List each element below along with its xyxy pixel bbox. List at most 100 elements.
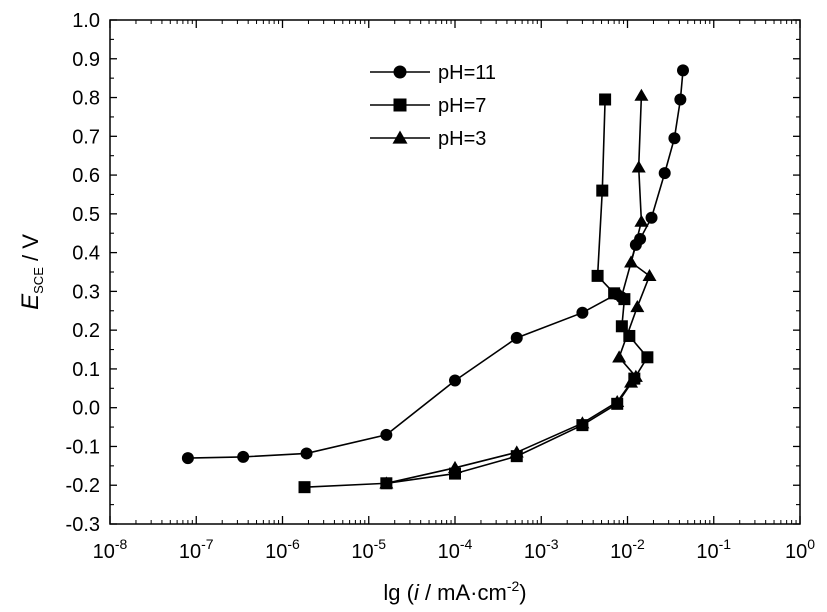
x-tick-label: 10-3 <box>524 536 559 563</box>
x-tick-base: 10 <box>265 541 287 563</box>
data-point-circle <box>645 211 658 224</box>
y-tick-label: 0.9 <box>72 49 100 71</box>
y-tick-label: 0.4 <box>72 243 100 265</box>
x-axis-title-suffix: ) <box>519 580 526 605</box>
y-axis-title-unit: / V <box>18 234 43 267</box>
x-axis-title-exponent: -2 <box>507 578 520 594</box>
legend-label: pH=3 <box>438 128 486 150</box>
x-tick-exponent: -8 <box>115 536 128 552</box>
y-tick-label: 0.8 <box>72 88 100 110</box>
data-point-circle <box>449 374 461 387</box>
legend-entry: pH=11 <box>370 62 496 84</box>
data-point-square <box>641 351 654 364</box>
y-axis-title-variable: E <box>17 293 44 310</box>
data-point-circle <box>380 428 393 441</box>
axes-layer: -0.3 -0.2 -0.1 0.0 0.1 0.2 0.3 0.4 0.5 0.6 0.7 0.8 0… <box>17 10 815 605</box>
data-point-triangle <box>631 160 646 173</box>
x-tick-exponent: -5 <box>374 536 387 552</box>
x-tick-label: 10-2 <box>610 536 645 563</box>
series-line <box>386 95 651 485</box>
legend-marker-circle <box>393 65 407 79</box>
x-tick-label: 100 <box>785 536 815 563</box>
data-point-circle <box>674 93 687 106</box>
data-point-square <box>298 481 311 494</box>
data-point-triangle <box>630 299 645 313</box>
y-axis-title-subscript: SCE <box>31 267 46 294</box>
x-axis-title-variable: i <box>414 580 420 605</box>
x-tick-exponent: -3 <box>546 536 559 552</box>
x-tick-exponent: -4 <box>460 536 473 552</box>
legend: pH=11 pH=7 pH=3 <box>370 62 496 150</box>
x-axis-title-unit: / mA·cm <box>419 580 507 605</box>
data-point-square <box>591 269 604 282</box>
x-axis-title: lg (i / mA·cm-2) <box>383 578 526 605</box>
data-point-circle <box>658 167 671 180</box>
plot-layer <box>181 64 689 494</box>
y-tick-label: 0.7 <box>72 126 100 148</box>
x-tick-base: 10 <box>785 541 807 563</box>
legend-entry: pH=3 <box>370 128 486 150</box>
x-tick-exponent: -1 <box>719 536 732 552</box>
x-tick-label: 10-5 <box>351 536 386 563</box>
y-tick-label: 0.1 <box>72 359 100 381</box>
y-tick-label: 0.5 <box>72 204 100 226</box>
legend-marker-square <box>393 98 407 112</box>
data-point-circle <box>300 447 313 460</box>
x-tick-base: 10 <box>610 541 632 563</box>
data-point-triangle <box>612 350 627 363</box>
data-point-circle <box>668 132 681 145</box>
data-point-triangle <box>642 268 657 282</box>
x-tick-exponent: -2 <box>632 536 645 552</box>
data-point-circle <box>510 331 523 344</box>
x-tick-exponent: 0 <box>807 536 815 552</box>
x-tick-label: 10-6 <box>265 536 300 563</box>
data-point-triangle <box>624 255 639 268</box>
legend-entry: pH=7 <box>370 95 486 117</box>
y-tick-label: 0.2 <box>72 320 100 342</box>
x-tick-base: 10 <box>93 541 115 563</box>
x-tick-label: 10-7 <box>179 536 214 563</box>
legend-label: pH=11 <box>438 62 496 84</box>
data-point-triangle <box>610 394 625 408</box>
x-tick-label: 10-1 <box>696 536 731 563</box>
y-tick-label: 0.6 <box>72 165 100 187</box>
data-point-circle <box>181 452 194 465</box>
y-tick-label: -0.3 <box>66 514 100 536</box>
legend-label: pH=7 <box>438 95 486 117</box>
y-tick-label: -0.1 <box>66 436 100 458</box>
data-point-triangle <box>575 416 590 429</box>
series-triangle <box>379 88 657 489</box>
data-point-circle <box>237 450 250 463</box>
x-tick-exponent: -6 <box>287 536 300 552</box>
data-point-triangle <box>634 88 649 101</box>
data-point-square <box>596 184 609 197</box>
x-tick-base: 10 <box>524 541 546 563</box>
x-tick-label: 10-8 <box>93 536 128 563</box>
data-point-triangle <box>448 460 462 473</box>
y-tick-label: 1.0 <box>72 10 100 32</box>
y-tick-label: 0.3 <box>72 281 100 303</box>
data-point-square <box>608 287 621 300</box>
data-point-triangle <box>628 369 643 382</box>
x-tick-base: 10 <box>351 541 373 563</box>
x-tick-base: 10 <box>179 541 201 563</box>
data-point-triangle <box>379 476 394 489</box>
data-point-square <box>599 93 612 106</box>
x-tick-label: 10-4 <box>438 536 473 563</box>
data-point-square <box>615 320 628 333</box>
y-tick-label: -0.2 <box>66 475 100 497</box>
y-axis-title: ESCE / V <box>17 234 46 310</box>
x-tick-exponent: -7 <box>201 536 214 552</box>
x-axis-title-prefix: lg ( <box>383 580 414 605</box>
data-point-square <box>618 293 631 306</box>
y-tick-label: 0.0 <box>72 398 100 420</box>
data-point-triangle <box>509 445 524 458</box>
x-tick-base: 10 <box>696 541 718 563</box>
x-tick-base: 10 <box>438 541 460 563</box>
data-point-triangle <box>634 214 649 227</box>
data-point-circle <box>676 64 689 77</box>
legend-marker-triangle <box>392 130 408 144</box>
data-point-circle <box>576 306 589 319</box>
